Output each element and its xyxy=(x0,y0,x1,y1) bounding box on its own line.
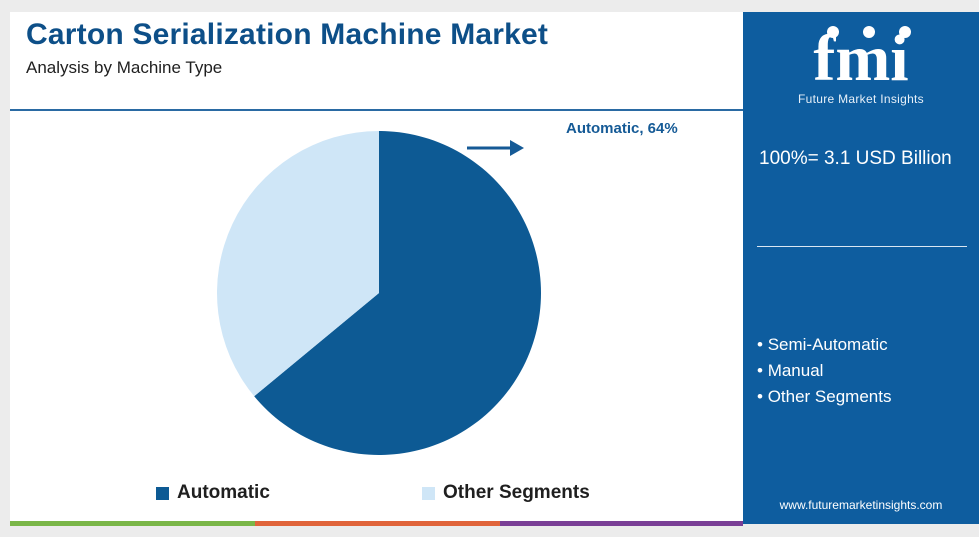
legend-item-other-segments: Other Segments xyxy=(422,482,590,504)
callout-arrow xyxy=(467,140,524,156)
legend-item-automatic: Automatic xyxy=(156,482,270,504)
website-link[interactable]: www.futuremarketinsights.com xyxy=(779,498,943,512)
fmi-logo: fmi xyxy=(813,22,911,92)
pie-slices xyxy=(216,131,541,456)
logo-dot-icon xyxy=(863,26,875,38)
segment-item: Manual xyxy=(757,358,891,384)
logo-dot-icon xyxy=(827,26,839,38)
segment-item: Other Segments xyxy=(757,384,892,410)
pie-slice-other-segments xyxy=(216,131,379,397)
bottom-accent-purple xyxy=(500,521,743,526)
segment-item: Semi-Automatic xyxy=(757,332,891,358)
market-total: 100%= 3.1 USD Billion xyxy=(759,148,952,169)
page-title: Carton Serialization Machine Market xyxy=(26,18,549,51)
pie-slice-automatic xyxy=(254,131,541,456)
segment-list: Semi-Automatic Manual Other Segments xyxy=(757,332,892,410)
page-subtitle: Analysis by Machine Type xyxy=(26,58,223,77)
bottom-accent-green xyxy=(10,521,255,526)
legend-swatch-other-segments xyxy=(422,486,435,500)
logo-tagline: Future Market Insights xyxy=(798,92,924,106)
chart-panel: Carton Serialization Machine Market Anal… xyxy=(10,12,743,524)
legend-swatch-automatic xyxy=(156,486,169,500)
legend-label-automatic: Automatic xyxy=(177,482,270,503)
bottom-accent-orange xyxy=(255,521,500,526)
legend-label-other-segments: Other Segments xyxy=(443,482,590,503)
header-divider xyxy=(10,109,743,111)
pie-chart xyxy=(216,131,541,456)
logo-dot-icon xyxy=(899,26,911,38)
sidebar-divider xyxy=(757,246,967,247)
slice-callout-label: Automatic, 64% xyxy=(566,120,678,137)
sidebar: fmi Future Market Insights 100%= 3.1 USD… xyxy=(743,12,979,524)
